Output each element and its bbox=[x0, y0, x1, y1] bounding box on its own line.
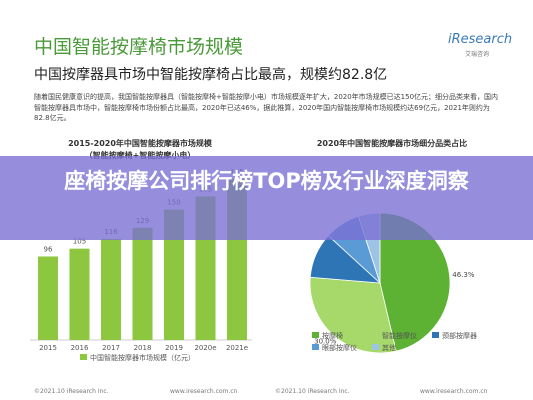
banner-text: 座椅按摩公司排行榜TOP榜及行业深度洞察 bbox=[64, 169, 469, 193]
value-label: 30.0% bbox=[314, 338, 337, 346]
legend: 中国智能按摩器市场规模（亿元） bbox=[90, 353, 195, 362]
logo-sub: 艾瑞咨询 bbox=[465, 51, 490, 58]
x-label: 2019 bbox=[165, 344, 183, 352]
bar bbox=[38, 256, 58, 340]
x-label: 2021e bbox=[226, 344, 248, 352]
bar bbox=[69, 248, 90, 340]
legend: 其他 bbox=[382, 343, 396, 352]
paragraph: 随着国民健康意识的提高，我国智能按摩器具（智能按摩椅+智能按摩小电）市场规模逐年… bbox=[34, 93, 499, 122]
legend-swatch bbox=[372, 344, 379, 350]
bar bbox=[101, 239, 121, 340]
x-label: 2015 bbox=[39, 344, 57, 352]
value-label: 105 bbox=[73, 238, 86, 246]
x-label: 2017 bbox=[102, 344, 120, 352]
footer: www.iresearch.com.cn bbox=[420, 388, 488, 395]
value-label: 46.3% bbox=[452, 271, 475, 279]
footer: www.iresearch.com.cn bbox=[170, 388, 238, 395]
x-label: 2016 bbox=[71, 344, 89, 352]
chart-title: 2020年中国智能按摩器市场细分品类占比 bbox=[317, 138, 467, 148]
chart-subtitle: （智能按摩椅+智能按摩小电） bbox=[85, 150, 196, 160]
legend-swatch bbox=[432, 332, 439, 338]
value-label: 96 bbox=[44, 245, 53, 253]
bar bbox=[164, 209, 184, 340]
x-label: 2020e bbox=[194, 344, 216, 352]
banner-bg bbox=[0, 156, 533, 240]
legend: 眼部按摩仪 bbox=[322, 343, 357, 352]
title: 中国智能按摩椅市场规模 bbox=[34, 36, 244, 58]
legend-swatch bbox=[372, 332, 379, 338]
x-label: 2018 bbox=[134, 344, 152, 352]
footer: ©2021.10 iResearch Inc. bbox=[34, 388, 109, 395]
legend: 智能按摩仪 bbox=[382, 331, 417, 340]
legend: 颈部按摩器 bbox=[442, 331, 477, 340]
legend-swatch bbox=[312, 344, 319, 350]
subtitle: 中国按摩器具市场中智能按摩椅占比最高，规模约82.8亿 bbox=[34, 67, 388, 83]
legend-swatch bbox=[80, 354, 87, 360]
chart-title: 2015-2020年中国智能按摩器市场规模 bbox=[68, 138, 213, 148]
bar bbox=[132, 227, 153, 340]
logo: iResearch bbox=[448, 32, 513, 47]
footer: ©2021.10 iResearch Inc. bbox=[275, 388, 350, 395]
legend: 按摩椅 bbox=[322, 331, 343, 340]
legend-swatch bbox=[312, 332, 319, 338]
